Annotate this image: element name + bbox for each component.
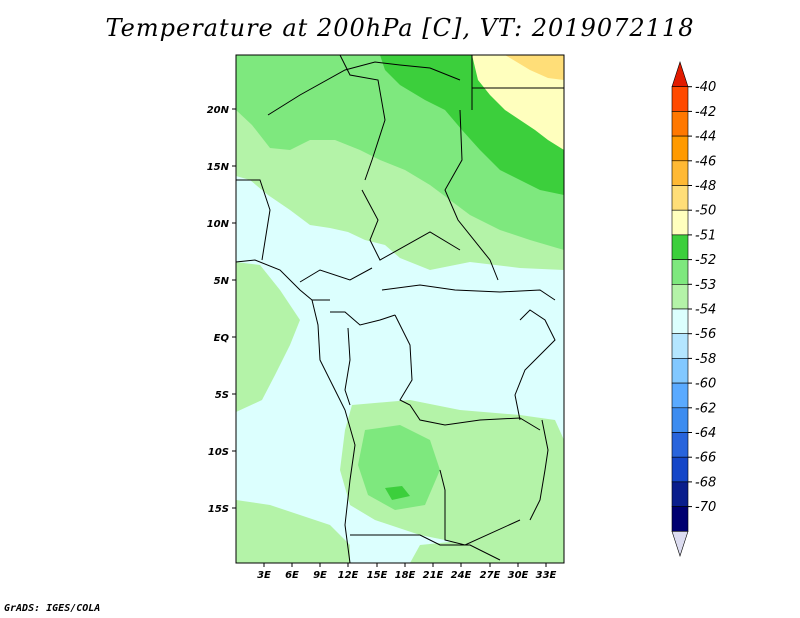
legend-swatch <box>671 135 689 162</box>
legend-label: -68 <box>695 475 716 490</box>
legend-swatch <box>671 481 689 507</box>
legend-label: -44 <box>695 130 716 145</box>
legend-label: -56 <box>695 327 716 342</box>
legend-swatch <box>671 506 689 532</box>
legend-swatch <box>671 432 689 458</box>
legend-swatch <box>671 308 689 335</box>
legend-label: -51 <box>695 228 716 243</box>
lon-label: 33E <box>536 570 557 581</box>
legend-swatch <box>671 185 689 211</box>
legend-swatch <box>671 358 689 384</box>
lat-label: 10N <box>207 219 230 230</box>
lon-label: 21E <box>423 570 444 581</box>
legend-swatch <box>671 530 689 557</box>
legend-swatch <box>671 259 689 285</box>
legend-label: -53 <box>695 278 716 293</box>
legend-label: -50 <box>695 204 716 219</box>
legend-label: -58 <box>695 352 716 367</box>
legend-label: -54 <box>695 303 716 318</box>
temperature-field <box>236 55 564 563</box>
credit-text: GrADS: IGES/COLA <box>4 603 101 614</box>
legend-label: -48 <box>695 179 716 194</box>
lon-label: 30E <box>508 570 529 581</box>
legend-swatch <box>671 407 689 433</box>
legend-label: -46 <box>695 154 716 169</box>
legend-swatch <box>671 234 689 260</box>
legend-swatch <box>671 61 689 87</box>
color-legend: -40 -42 -44 -46 -48 -50 -51 -52 -53 -54 -56 -58 -60 -… <box>671 61 716 557</box>
legend-swatch <box>671 283 689 310</box>
legend-label: -52 <box>695 253 716 268</box>
legend-label: -40 <box>695 80 716 95</box>
lon-label: 15E <box>367 570 388 581</box>
legend-label: -64 <box>695 426 716 441</box>
legend-label: -70 <box>695 500 716 515</box>
lat-label: 20N <box>207 105 230 116</box>
legend-swatch <box>671 382 689 409</box>
lon-label: 6E <box>285 570 299 581</box>
legend-swatch <box>671 111 689 137</box>
lon-label: 18E <box>395 570 416 581</box>
lon-label: 3E <box>257 570 271 581</box>
legend-swatch <box>671 209 689 236</box>
legend-label: -62 <box>695 401 716 416</box>
lon-label: 24E <box>451 570 472 581</box>
lon-label: 9E <box>313 570 327 581</box>
country-borders <box>236 55 564 563</box>
lat-label: 10S <box>208 447 229 458</box>
legend-swatch <box>671 86 689 112</box>
legend-label: -42 <box>695 105 716 120</box>
lat-label: EQ <box>214 333 230 344</box>
legend-swatch <box>671 456 689 483</box>
legend-label: -66 <box>695 451 716 466</box>
legend-swatch <box>671 333 689 359</box>
lat-label: 5N <box>214 276 230 287</box>
legend-label: -60 <box>695 377 716 392</box>
lon-label: 27E <box>480 570 501 581</box>
lat-label: 15S <box>208 504 229 515</box>
lat-label: 5S <box>215 390 229 401</box>
legend-swatch <box>671 160 689 186</box>
map-title: Temperature at 200hPa [C], VT: 201907211… <box>105 14 695 42</box>
lat-label: 15N <box>207 162 230 173</box>
lon-label: 12E <box>338 570 359 581</box>
map-frame <box>235 54 565 564</box>
